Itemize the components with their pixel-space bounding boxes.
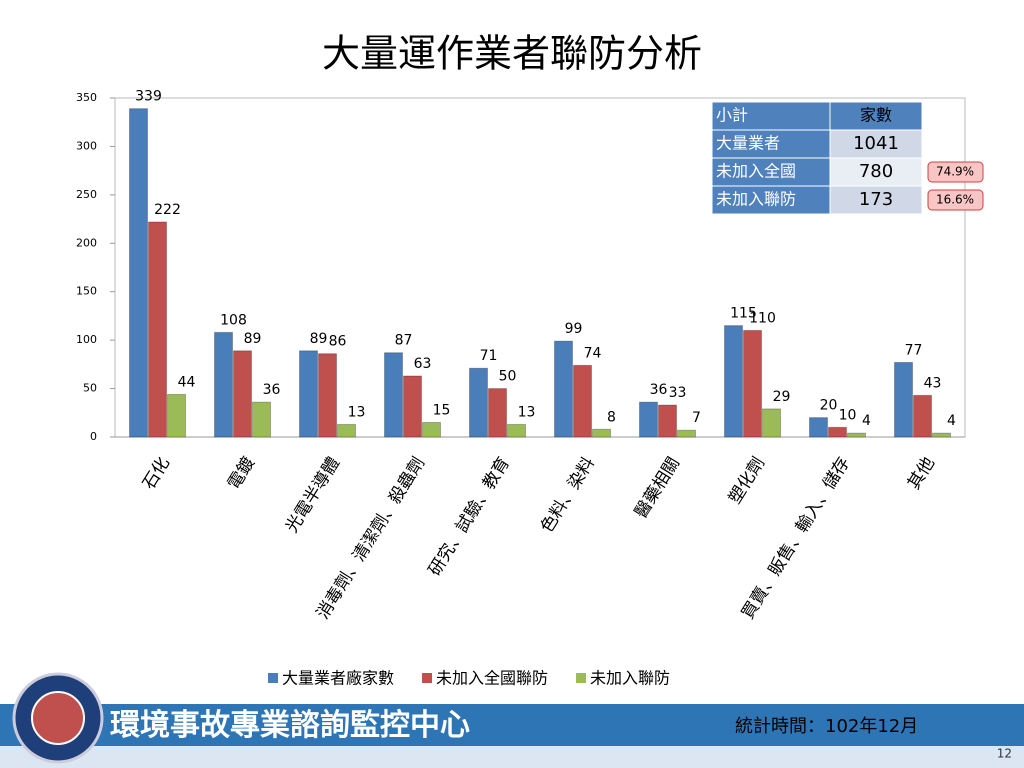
data-label: 50 bbox=[499, 369, 517, 385]
data-label: 33 bbox=[669, 385, 687, 401]
bar bbox=[337, 423, 356, 438]
table-header-cell bbox=[711, 101, 831, 131]
bar bbox=[214, 331, 233, 438]
y-tick-label: 300 bbox=[76, 139, 97, 152]
bar bbox=[762, 408, 781, 438]
bar bbox=[384, 352, 403, 438]
legend-label: 未加入聯防 bbox=[590, 669, 670, 688]
data-label: 71 bbox=[480, 348, 498, 364]
bar bbox=[809, 417, 828, 438]
bar bbox=[894, 361, 913, 438]
data-label: 115 bbox=[730, 306, 757, 322]
bar bbox=[677, 429, 696, 438]
footer-strip bbox=[0, 746, 1024, 768]
data-label: 86 bbox=[329, 334, 347, 350]
y-tick-label: 50 bbox=[83, 382, 97, 395]
data-label: 43 bbox=[924, 375, 942, 391]
table-value: 173 bbox=[859, 189, 893, 210]
data-label: 4 bbox=[947, 413, 956, 429]
bar bbox=[299, 350, 318, 438]
data-label: 108 bbox=[220, 312, 247, 328]
bar bbox=[167, 393, 186, 438]
data-label: 63 bbox=[414, 356, 432, 372]
data-label: 36 bbox=[650, 382, 668, 398]
bar bbox=[233, 350, 252, 438]
table-value-cell bbox=[829, 185, 923, 215]
legend-swatch bbox=[576, 673, 587, 683]
table-label: 大量業者 bbox=[716, 134, 780, 153]
share-badge bbox=[927, 189, 984, 211]
bar bbox=[469, 367, 488, 438]
y-tick-label: 150 bbox=[76, 285, 97, 298]
data-label: 13 bbox=[518, 404, 536, 420]
y-tick-label: 200 bbox=[76, 236, 97, 249]
data-label: 4 bbox=[862, 413, 871, 429]
legend-swatch bbox=[268, 673, 278, 683]
data-label: 89 bbox=[310, 331, 328, 347]
table-label: 未加入全國 bbox=[716, 162, 796, 181]
bar bbox=[507, 423, 526, 438]
page-number: 12 bbox=[997, 747, 1012, 761]
data-label: 89 bbox=[244, 331, 262, 347]
bar bbox=[724, 325, 743, 438]
chart-title: 大量運作業者聯防分析 bbox=[322, 32, 702, 76]
data-label: 8 bbox=[607, 409, 616, 425]
bar bbox=[129, 108, 148, 438]
legend-label: 大量業者廠家數 bbox=[282, 669, 394, 688]
y-tick-label: 250 bbox=[76, 188, 97, 201]
data-label: 110 bbox=[749, 310, 776, 326]
table-header: 小計 bbox=[716, 106, 748, 125]
data-label: 10 bbox=[839, 407, 857, 423]
share-label: 16.6% bbox=[936, 193, 974, 207]
bar bbox=[573, 364, 592, 438]
data-label: 222 bbox=[154, 202, 181, 218]
table-value: 780 bbox=[859, 161, 893, 182]
y-tick-label: 100 bbox=[76, 333, 97, 346]
data-label: 15 bbox=[433, 402, 451, 418]
bar bbox=[252, 401, 271, 438]
y-tick-label: 0 bbox=[90, 430, 97, 443]
data-label: 44 bbox=[178, 374, 196, 390]
table-label: 未加入聯防 bbox=[716, 190, 796, 209]
share-badge bbox=[927, 161, 984, 183]
legend-swatch bbox=[422, 673, 433, 683]
bar bbox=[592, 428, 611, 438]
share-label: 74.9% bbox=[936, 165, 974, 179]
data-label: 74 bbox=[584, 345, 602, 361]
data-label: 77 bbox=[905, 342, 923, 358]
bar bbox=[847, 432, 866, 438]
footer-org: 環境事故專業諮詢監控中心 bbox=[110, 708, 470, 743]
data-label: 339 bbox=[135, 89, 162, 105]
footer-date: 統計時間：102年12月 bbox=[735, 716, 918, 737]
bar bbox=[403, 375, 422, 438]
table-value: 1041 bbox=[853, 133, 899, 154]
data-label: 36 bbox=[263, 382, 281, 398]
data-label: 7 bbox=[692, 410, 701, 426]
bar bbox=[828, 426, 847, 438]
footer-band bbox=[0, 704, 1024, 746]
bar bbox=[913, 394, 932, 438]
bar bbox=[422, 421, 441, 438]
logo-inner bbox=[31, 691, 85, 745]
bar bbox=[743, 329, 762, 438]
bar bbox=[639, 401, 658, 438]
data-label: 29 bbox=[773, 389, 791, 405]
bar bbox=[932, 432, 951, 438]
table-header: 家數 bbox=[860, 106, 892, 125]
bar bbox=[488, 388, 507, 438]
bar bbox=[318, 353, 337, 438]
data-label: 99 bbox=[565, 321, 583, 337]
legend-label: 未加入全國聯防 bbox=[436, 669, 548, 688]
bar bbox=[554, 340, 573, 438]
data-label: 20 bbox=[820, 398, 838, 414]
data-label: 87 bbox=[395, 333, 413, 349]
data-label: 13 bbox=[348, 404, 366, 420]
bar bbox=[148, 221, 167, 438]
table-header-cell bbox=[829, 101, 923, 131]
bar bbox=[658, 404, 677, 438]
y-tick-label: 350 bbox=[76, 91, 97, 104]
